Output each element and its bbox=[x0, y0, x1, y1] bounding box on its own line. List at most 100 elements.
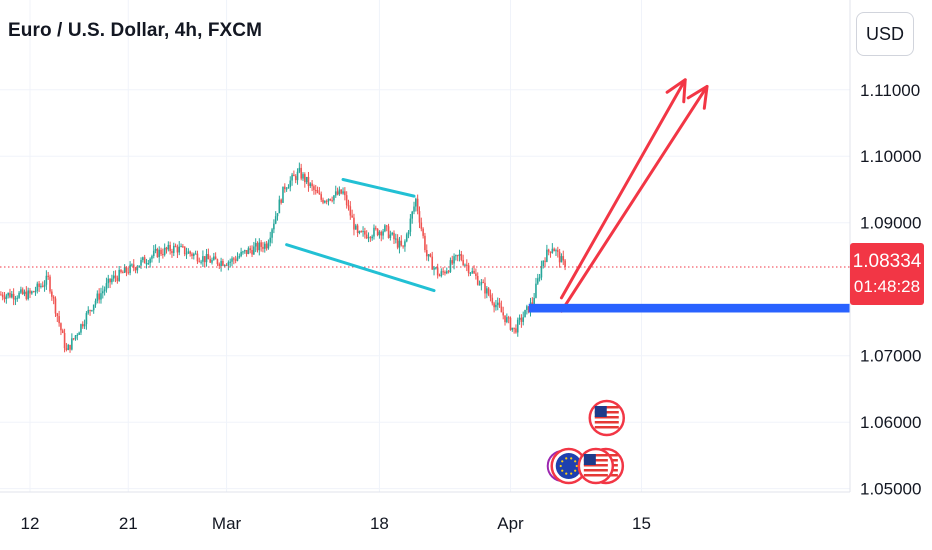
candle-body bbox=[553, 248, 555, 252]
candle-body bbox=[445, 271, 448, 274]
candle-body bbox=[369, 237, 372, 239]
candle-body bbox=[14, 298, 17, 300]
candle-body bbox=[411, 211, 413, 219]
channel-upper-line[interactable] bbox=[341, 178, 416, 198]
candle-body bbox=[51, 291, 53, 297]
candle-body bbox=[382, 231, 384, 236]
candle-body bbox=[265, 243, 268, 249]
candle-body bbox=[114, 275, 117, 278]
candle-body bbox=[247, 248, 250, 255]
candle-body bbox=[515, 328, 517, 333]
candle-body bbox=[329, 198, 332, 201]
candle-body bbox=[431, 256, 434, 270]
candle-body bbox=[356, 225, 359, 233]
drawings-layer[interactable] bbox=[285, 78, 850, 313]
candle-body bbox=[40, 285, 42, 287]
candle-body bbox=[282, 186, 284, 203]
candle-body bbox=[375, 227, 377, 229]
candle-body bbox=[165, 247, 168, 250]
candle-body bbox=[491, 297, 494, 304]
target-arrow-2[interactable] bbox=[559, 84, 709, 313]
candle-body bbox=[331, 200, 333, 202]
candle-body bbox=[362, 231, 364, 233]
candle-body bbox=[300, 167, 302, 179]
candle-body bbox=[16, 297, 19, 299]
candle-body bbox=[278, 199, 281, 214]
candle-body bbox=[213, 256, 215, 260]
candle-body bbox=[18, 292, 20, 298]
candle-body bbox=[285, 188, 288, 190]
eu-flag-icon[interactable] bbox=[550, 447, 587, 485]
candle-body bbox=[418, 211, 421, 223]
candle-body bbox=[453, 256, 455, 264]
candle-body bbox=[12, 293, 15, 300]
support-zone[interactable] bbox=[528, 303, 850, 313]
candle-body bbox=[280, 199, 282, 203]
candle-body bbox=[325, 201, 328, 203]
candle-body bbox=[365, 234, 368, 239]
candle-body bbox=[223, 265, 226, 267]
candle-body bbox=[560, 256, 563, 263]
time-tick-label: Apr bbox=[497, 514, 524, 533]
candle-body bbox=[183, 246, 186, 255]
candle-body bbox=[451, 260, 454, 264]
candle-body bbox=[249, 248, 252, 251]
candle-body bbox=[367, 237, 370, 239]
candle-body bbox=[163, 247, 166, 255]
candle-body bbox=[120, 269, 122, 273]
candle-body bbox=[83, 324, 86, 327]
candle-body bbox=[214, 256, 217, 260]
us-flag-icon[interactable] bbox=[577, 447, 615, 485]
time-axis[interactable]: 12 21 Mar 18 Apr 15 bbox=[21, 514, 651, 533]
candle-body bbox=[524, 309, 526, 318]
candle-body bbox=[98, 293, 100, 300]
price-tick-label: 1.07000 bbox=[860, 347, 921, 366]
candle-body bbox=[555, 250, 557, 252]
candle-body bbox=[440, 271, 443, 277]
candle-body bbox=[302, 174, 304, 179]
candle-body bbox=[458, 254, 461, 256]
candle-body bbox=[551, 248, 554, 253]
candle-body bbox=[471, 270, 474, 273]
candle-body bbox=[324, 201, 326, 203]
currency-button[interactable]: USD bbox=[856, 12, 914, 56]
candle-body bbox=[429, 254, 432, 257]
candle-body bbox=[557, 250, 559, 252]
candle-body bbox=[91, 310, 93, 312]
candle-body bbox=[422, 228, 424, 236]
target-arrow-1[interactable] bbox=[559, 78, 687, 300]
channel-lower-line[interactable] bbox=[285, 243, 436, 293]
economic-events[interactable] bbox=[546, 399, 626, 485]
us-flag-icon[interactable] bbox=[588, 399, 626, 437]
candle-body bbox=[231, 258, 233, 262]
candle-body bbox=[74, 335, 77, 339]
candle-body bbox=[320, 194, 322, 200]
candle-body bbox=[393, 232, 395, 240]
candle-body bbox=[29, 290, 31, 294]
candle-body bbox=[109, 278, 111, 283]
candle-body bbox=[447, 271, 450, 273]
candle-body bbox=[271, 229, 273, 238]
candle-body bbox=[336, 191, 339, 195]
candle-body bbox=[253, 246, 255, 255]
candle-body bbox=[533, 297, 535, 305]
candle-body bbox=[203, 256, 206, 263]
candle-body bbox=[309, 183, 312, 186]
time-tick-label: 12 bbox=[21, 514, 40, 533]
candle-body bbox=[349, 206, 352, 216]
candle-body bbox=[364, 231, 366, 235]
candle-body bbox=[240, 251, 242, 257]
candle-body bbox=[56, 313, 59, 317]
candle-body bbox=[284, 186, 286, 190]
candle-body bbox=[540, 265, 543, 278]
candle-body bbox=[438, 275, 441, 277]
candle-body bbox=[123, 267, 126, 273]
candle-body bbox=[538, 277, 541, 279]
candle-body bbox=[140, 260, 142, 266]
candle-body bbox=[385, 225, 388, 227]
candle-body bbox=[504, 315, 506, 323]
candle-body bbox=[526, 306, 528, 310]
price-axis[interactable]: 1.11000 1.10000 1.09000 1.07000 1.06000 1.050… bbox=[860, 81, 921, 499]
candle-body bbox=[262, 246, 264, 249]
